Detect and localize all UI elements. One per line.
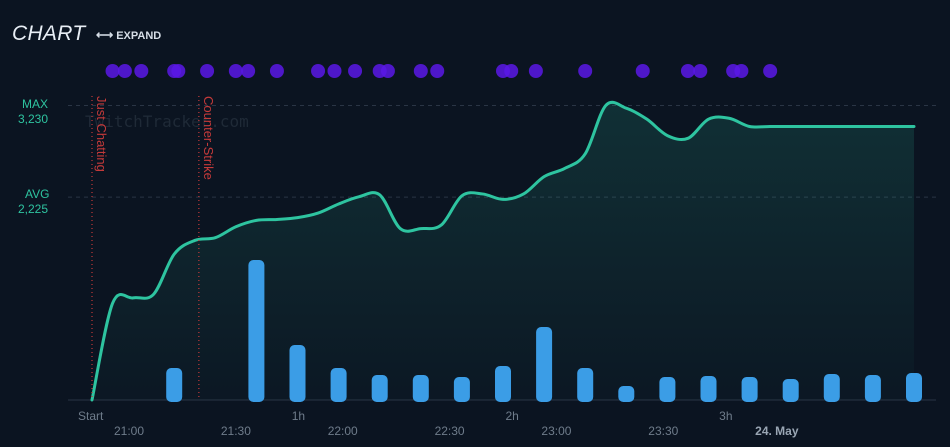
x-tick-time: 24. May (755, 424, 799, 438)
event-dot (105, 64, 120, 78)
chat-bar (864, 375, 881, 402)
chat-bar (618, 386, 635, 402)
x-tick-time: 23:30 (648, 424, 678, 438)
x-tick-time: 22:00 (328, 424, 358, 438)
event-dot (734, 64, 749, 78)
x-tick-time: 23:00 (541, 424, 571, 438)
chat-bar (536, 327, 553, 402)
event-dot (430, 64, 445, 78)
expand-button[interactable]: ⟷ EXPAND (96, 28, 161, 42)
event-dot (578, 64, 593, 78)
event-dot (635, 64, 650, 78)
event-dot (117, 64, 132, 78)
chat-bar (330, 368, 347, 402)
max-label: MAX (22, 97, 48, 111)
x-tick-time: 21:30 (221, 424, 251, 438)
event-dot (228, 64, 243, 78)
chat-bar (453, 377, 470, 402)
avg-label: AVG (25, 187, 49, 201)
chat-bar (782, 379, 799, 402)
event-dot (241, 64, 256, 78)
event-dot (348, 64, 363, 78)
watermark: TwitchTracker.com (85, 112, 249, 131)
event-dot (134, 64, 149, 78)
x-tick-duration: 2h (505, 409, 518, 423)
chat-bar (906, 373, 922, 402)
expand-arrows-icon: ⟷ (96, 28, 114, 42)
category-marker-label: Just Chatting (94, 96, 109, 172)
viewers-area (92, 102, 914, 400)
x-tick-time: 22:30 (435, 424, 465, 438)
chat-bar (659, 377, 676, 402)
event-dot (171, 64, 186, 78)
viewers-line (90, 100, 916, 402)
chat-bar (577, 368, 594, 402)
event-dot (380, 64, 395, 78)
category-marker-label: Counter-Strike (201, 96, 216, 180)
avg-value: 2,225 (18, 202, 48, 216)
event-dot (528, 64, 543, 78)
chat-bar (823, 374, 840, 402)
chat-bar (700, 376, 717, 402)
chat-bar (412, 375, 429, 402)
x-tick-time: 21:00 (114, 424, 144, 438)
x-tick-duration: Start (78, 409, 104, 423)
event-dot (311, 64, 326, 78)
chat-bar (248, 260, 265, 402)
max-value: 3,230 (18, 112, 48, 126)
chart-title: CHART (12, 22, 86, 45)
event-dot (269, 64, 284, 78)
event-dot (680, 64, 695, 78)
chat-bar (741, 377, 758, 402)
event-dot (693, 64, 708, 78)
event-dot (327, 64, 342, 78)
chat-bar (495, 366, 511, 402)
x-tick-duration: 3h (719, 409, 732, 423)
event-dot (763, 64, 778, 78)
chat-bar (166, 368, 183, 402)
event-dot (200, 64, 215, 78)
expand-label: EXPAND (116, 30, 162, 42)
chat-bar (289, 345, 306, 402)
event-dot (413, 64, 428, 78)
event-dot (504, 64, 519, 78)
chat-bar (371, 375, 388, 402)
x-tick-duration: 1h (292, 409, 305, 423)
